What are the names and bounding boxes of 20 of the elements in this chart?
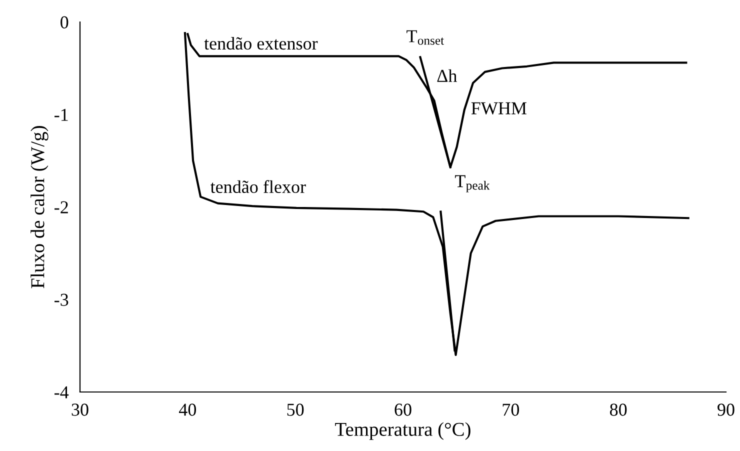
y-axis-title: Fluxo de calor (W/g) <box>30 126 48 288</box>
y-tick-label: -4 <box>54 386 69 398</box>
x-tick-label: 80 <box>610 404 627 416</box>
annotation: FWHM <box>471 102 526 114</box>
y-tick-label: -3 <box>54 294 68 306</box>
y-tick-label: -2 <box>54 201 68 214</box>
x-tick-label: 70 <box>502 404 520 416</box>
y-tick-label: -1 <box>54 108 68 121</box>
x-tick-label: 30 <box>72 404 88 416</box>
x-axis-title: Temperatura (°C) <box>335 422 470 440</box>
y-tick-label: 0 <box>60 16 68 28</box>
x-tick-label: 50 <box>287 404 304 416</box>
x-tick-label: 60 <box>394 404 412 416</box>
x-tick-label: 90 <box>718 404 734 416</box>
x-tick-label: 40 <box>178 404 196 416</box>
annotation: Δh <box>437 69 457 82</box>
annotation: T$_{peak}$ <box>455 175 490 192</box>
annotation: tendão extensor <box>204 36 318 50</box>
annotation: T$_{onset}$ <box>406 30 444 45</box>
annotation: tendão flexor <box>210 180 306 194</box>
